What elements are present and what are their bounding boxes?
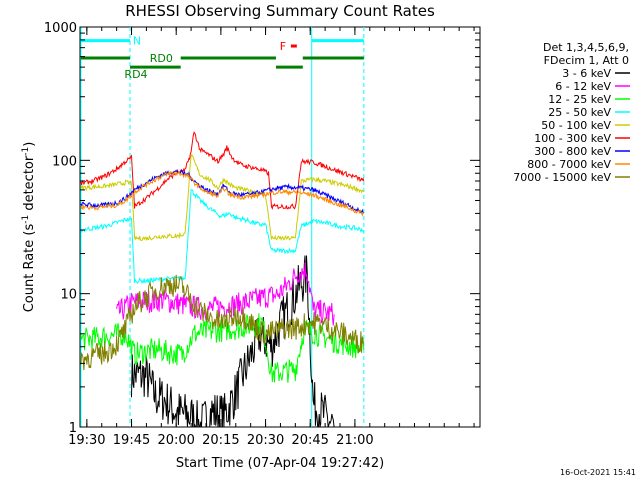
series-line [80, 153, 365, 242]
series-line [80, 169, 365, 215]
series-line [80, 131, 365, 211]
legend-label: 3 - 6 keV [562, 67, 611, 80]
legend-label: 12 - 25 keV [548, 93, 611, 106]
series-layer [80, 131, 365, 428]
x-axis: 19:30 19:45 20:00 20:15 20:30 20:45 21:00 [68, 27, 475, 448]
y-tick-label: 1 [69, 421, 77, 436]
legend: Det 1,3,4,5,6,9, FDecim 1, Att 0 3 - 6 k… [513, 41, 630, 184]
chart-title: RHESSI Observing Summary Count Rates [125, 2, 435, 20]
x-tick-label: 19:30 [68, 433, 105, 448]
legend-label: 300 - 800 keV [534, 145, 611, 158]
y-axis-label-sup1: -1 [21, 215, 31, 224]
legend-label: 800 - 7000 keV [527, 158, 611, 171]
y-axis: 1 10 100 1000 [44, 21, 480, 436]
y-tick-label: 100 [52, 154, 77, 169]
x-axis-label: Start Time (07-Apr-04 19:27:42) [176, 456, 384, 471]
legend-label: 100 - 300 keV [534, 132, 611, 145]
legend-label: 7000 - 15000 keV [513, 171, 611, 184]
night-lines [80, 27, 365, 427]
legend-label: 25 - 50 keV [548, 106, 611, 119]
x-tick-label: 20:30 [247, 433, 284, 448]
x-tick-label: 19:45 [113, 433, 150, 448]
x-tick-label: 20:45 [291, 433, 328, 448]
x-tick-label: 20:15 [202, 433, 239, 448]
legend-header-line-2: FDecim 1, Att 0 [544, 54, 629, 67]
y-axis-label-main: Count Rate (s [22, 224, 37, 313]
series-line [116, 262, 335, 326]
series-line [80, 188, 365, 285]
legend-header-line-1: Det 1,3,4,5,6,9, [543, 41, 629, 54]
footer-timestamp: 16-Oct-2021 15:41 [560, 468, 636, 477]
flag-label: RD4 [124, 68, 147, 81]
y-tick-label: 1000 [44, 21, 77, 36]
series-line [80, 170, 365, 217]
y-axis-label-sup2: -1 [21, 147, 31, 156]
flag-label: F [280, 40, 286, 53]
legend-label: 50 - 100 keV [541, 119, 611, 132]
flag-label: RD0 [150, 52, 173, 65]
legend-label: 6 - 12 keV [555, 80, 611, 93]
y-axis-label: Count Rate (s-1 detector-1) [21, 142, 37, 313]
x-tick-label: 20:00 [157, 433, 194, 448]
y-tick-label: 10 [60, 288, 77, 303]
y-axis-label-end: ) [22, 142, 37, 147]
x-tick-label: 21:00 [336, 433, 373, 448]
series-line [80, 274, 365, 371]
y-axis-label-mid: detector [22, 155, 37, 215]
flag-label: N [133, 35, 141, 48]
